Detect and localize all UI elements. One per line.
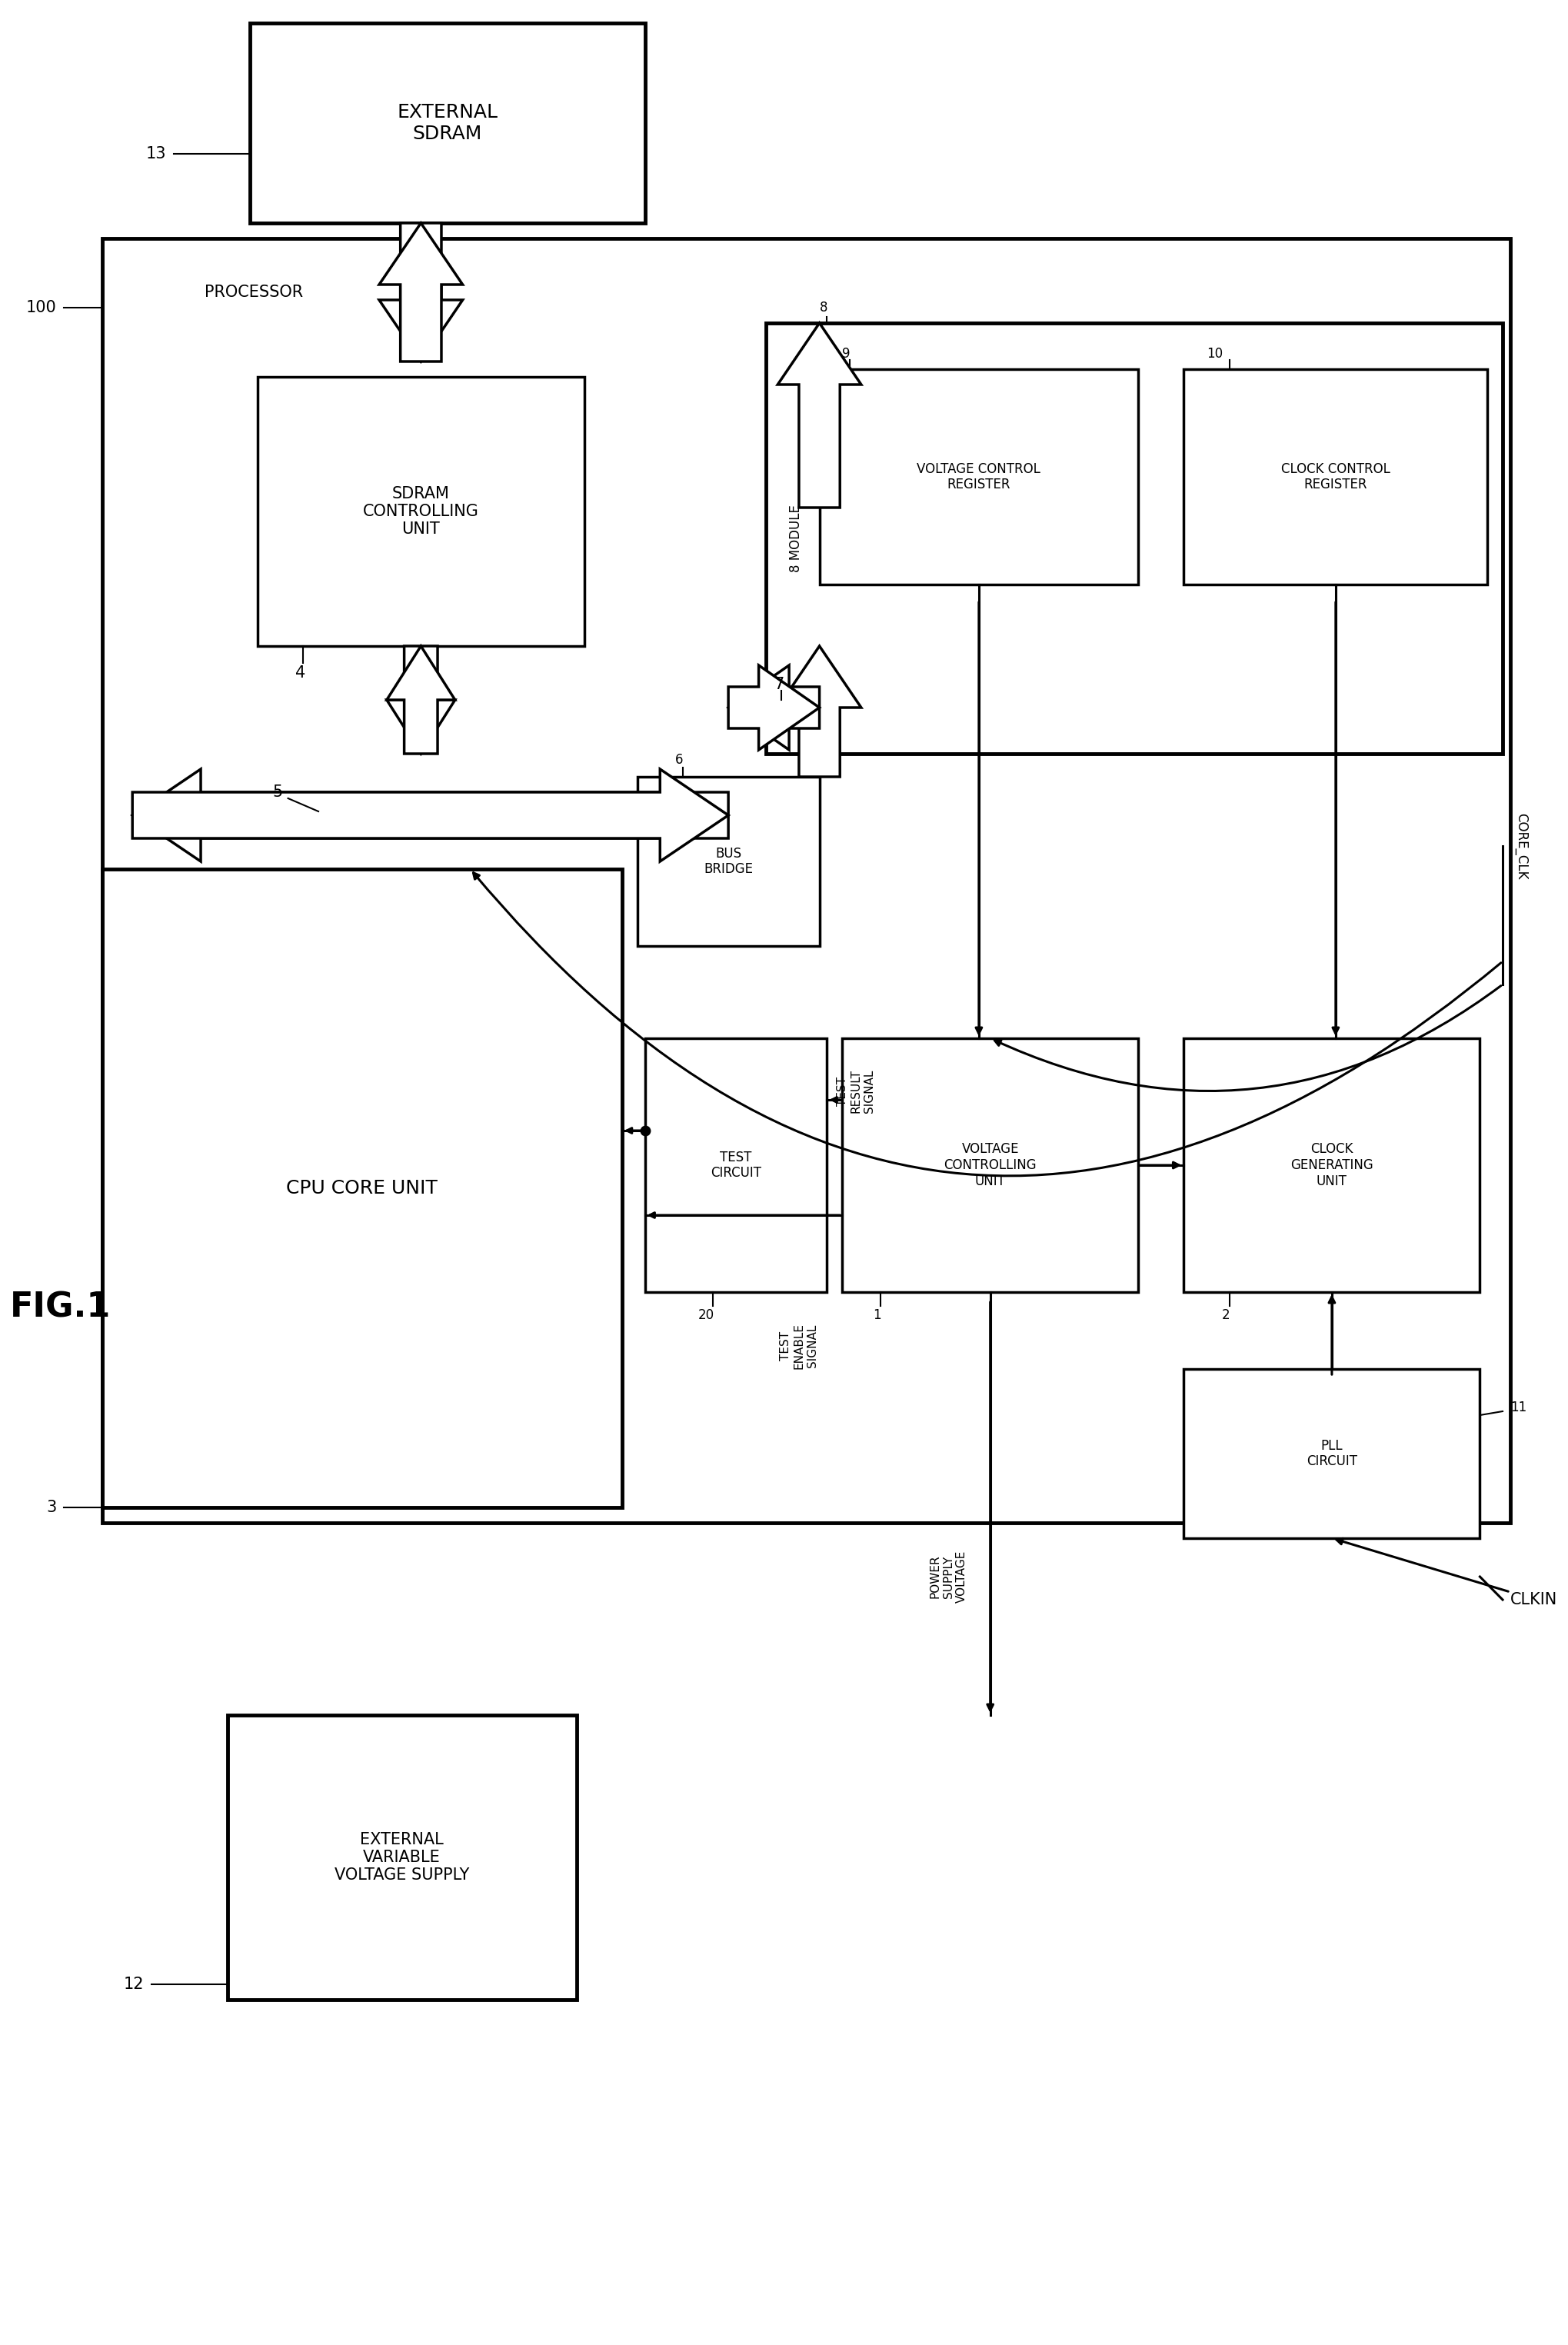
Text: BUS
BRIDGE: BUS BRIDGE	[704, 847, 753, 877]
Polygon shape	[387, 647, 455, 753]
Text: 4: 4	[295, 666, 306, 680]
Text: 1: 1	[872, 1309, 880, 1323]
Text: PROCESSOR: PROCESSOR	[204, 284, 303, 300]
Text: 100: 100	[27, 300, 56, 314]
Bar	[1184, 368, 1486, 584]
Text: EXTERNAL
VARIABLE
VOLTAGE SUPPLY: EXTERNAL VARIABLE VOLTAGE SUPPLY	[334, 1831, 469, 1883]
Text: 8 MODULE: 8 MODULE	[789, 504, 803, 572]
Polygon shape	[728, 666, 818, 750]
Polygon shape	[379, 223, 463, 361]
Text: POWER
SUPPLY
VOLTAGE: POWER SUPPLY VOLTAGE	[928, 1550, 967, 1604]
Bar	[637, 776, 818, 945]
Text: 9: 9	[842, 347, 850, 361]
Text: 5: 5	[273, 786, 282, 800]
Bar	[102, 239, 1510, 1522]
Polygon shape	[387, 647, 455, 753]
Text: TEST
ENABLE
SIGNAL: TEST ENABLE SIGNAL	[779, 1323, 817, 1369]
Text: PLL
CIRCUIT: PLL CIRCUIT	[1306, 1440, 1356, 1468]
Polygon shape	[132, 769, 728, 861]
Text: SDRAM
CONTROLLING
UNIT: SDRAM CONTROLLING UNIT	[362, 485, 478, 537]
Text: VOLTAGE
CONTROLLING
UNIT: VOLTAGE CONTROLLING UNIT	[944, 1142, 1036, 1189]
Bar	[1184, 1369, 1479, 1538]
Text: 6: 6	[674, 753, 684, 767]
Bar	[842, 1039, 1138, 1292]
Polygon shape	[728, 666, 818, 750]
Bar	[644, 1039, 826, 1292]
Bar	[227, 1714, 575, 2000]
Bar	[1184, 1039, 1479, 1292]
Text: 11: 11	[1510, 1400, 1526, 1414]
Text: EXTERNAL
SDRAM: EXTERNAL SDRAM	[397, 103, 497, 143]
Text: 13: 13	[146, 145, 166, 162]
Text: FIG.1: FIG.1	[9, 1292, 111, 1325]
Text: 12: 12	[124, 1977, 144, 1991]
Bar	[818, 368, 1138, 584]
Text: 2: 2	[1221, 1309, 1229, 1323]
Text: 8: 8	[818, 300, 826, 314]
Polygon shape	[778, 647, 861, 776]
Text: CPU CORE UNIT: CPU CORE UNIT	[285, 1180, 437, 1198]
Polygon shape	[778, 324, 861, 507]
Text: VOLTAGE CONTROL
REGISTER: VOLTAGE CONTROL REGISTER	[917, 462, 1040, 492]
Text: 10: 10	[1206, 347, 1221, 361]
Bar	[257, 378, 583, 647]
Text: TEST
CIRCUIT: TEST CIRCUIT	[710, 1151, 760, 1180]
Text: TEST
RESULT
SIGNAL: TEST RESULT SIGNAL	[836, 1069, 875, 1114]
Text: CLOCK CONTROL
REGISTER: CLOCK CONTROL REGISTER	[1281, 462, 1389, 492]
Bar	[249, 23, 644, 223]
Polygon shape	[132, 769, 728, 861]
Text: 20: 20	[698, 1309, 713, 1323]
Text: CORE_CLK: CORE_CLK	[1513, 814, 1527, 879]
Text: CLKIN: CLKIN	[1510, 1592, 1557, 1606]
Text: CLOCK
GENERATING
UNIT: CLOCK GENERATING UNIT	[1290, 1142, 1372, 1189]
Text: 7: 7	[773, 678, 784, 692]
Text: 3: 3	[47, 1501, 56, 1515]
Bar	[102, 870, 622, 1508]
Polygon shape	[379, 223, 463, 361]
Bar	[765, 324, 1502, 753]
